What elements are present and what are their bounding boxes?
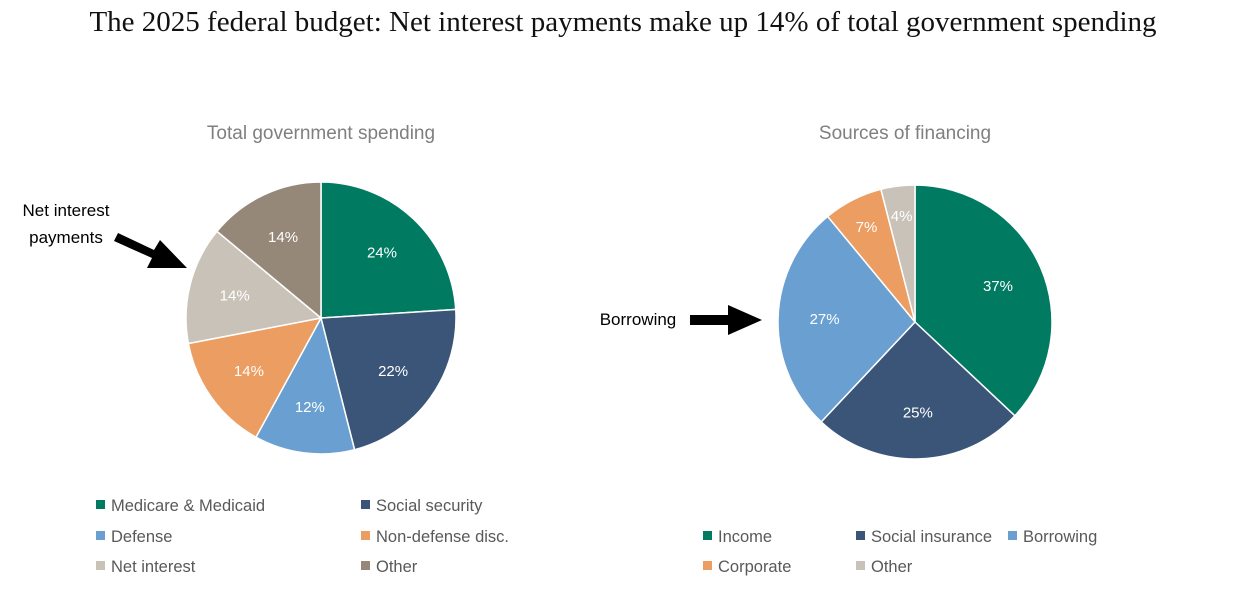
financing-slice-social-insurance	[820, 320, 1016, 460]
financing-label-borrowing: 27%	[810, 311, 840, 328]
financing-legend-swatch-borrowing	[1008, 531, 1017, 540]
spending-legend: Medicare & Medicaid Social security Defens…	[96, 497, 509, 576]
borrowing-annotation: Borrowing	[600, 310, 677, 329]
financing-legend: Income Social insurance Borrowing Corporate…	[703, 528, 1097, 576]
financing-label-corporate: 7%	[856, 219, 878, 236]
spending-label-medicare-and-medicaid: 24%	[367, 245, 397, 262]
financing-label-other: 4%	[891, 208, 913, 225]
financing-slice-other	[880, 184, 916, 323]
financing-legend-label-income: Income	[718, 528, 772, 546]
spending-label-non-defense-disc: 14%	[234, 363, 264, 380]
financing-slice-income	[914, 184, 1053, 417]
left-chart-title: Total government spending	[207, 123, 435, 144]
financing-legend-swatch-corporate	[703, 561, 712, 570]
spending-legend-swatch-net-interest	[96, 561, 105, 570]
spending-legend-swatch-other	[361, 561, 370, 570]
financing-legend-swatch-social-insurance	[856, 531, 865, 540]
spending-legend-swatch-social-security	[361, 500, 370, 509]
spending-legend-label-defense: Defense	[111, 528, 172, 546]
spending-slice-net-interest	[185, 230, 323, 345]
financing-legend-label-borrowing: Borrowing	[1023, 528, 1097, 546]
financing-legend-label-other: Other	[871, 558, 913, 576]
net-interest-annotation-line1: Net interest	[23, 201, 110, 220]
spending-legend-label-other: Other	[376, 558, 418, 576]
spending-legend-label-medicare-and-medicaid: Medicare & Medicaid	[111, 497, 265, 515]
net-interest-arrow-icon	[114, 233, 187, 268]
financing-label-income: 37%	[983, 278, 1013, 295]
spending-slice-social-security	[320, 308, 457, 451]
financing-label-social-insurance: 25%	[903, 404, 933, 421]
spending-slice-other	[215, 181, 322, 320]
spending-legend-label-non-defense-disc: Non-defense disc.	[376, 528, 509, 546]
spending-label-defense: 12%	[295, 399, 325, 416]
financing-legend-swatch-income	[703, 531, 712, 540]
borrowing-arrow-icon	[690, 305, 762, 335]
spending-slice-non-defense-disc	[187, 316, 323, 439]
financing-legend-swatch-other	[856, 561, 865, 570]
financing-legend-label-social-insurance: Social insurance	[871, 528, 992, 546]
right-chart-title: Sources of financing	[819, 123, 991, 144]
spending-legend-swatch-defense	[96, 531, 105, 540]
page-title: The 2025 federal budget: Net interest pa…	[89, 6, 1157, 38]
spending-slice-defense	[254, 315, 356, 455]
spending-label-social-security: 22%	[378, 363, 408, 380]
spending-legend-label-net-interest: Net interest	[111, 558, 196, 576]
spending-slice-medicare-and-medicaid	[320, 181, 457, 319]
spending-label-net-interest: 14%	[220, 288, 250, 305]
spending-legend-swatch-medicare-and-medicaid	[96, 500, 105, 509]
financing-slice-borrowing	[777, 215, 916, 423]
net-interest-annotation-line2: payments	[29, 228, 103, 247]
financing-legend-label-corporate: Corporate	[718, 558, 791, 576]
spending-label-other: 14%	[268, 229, 298, 246]
financing-pie: 37% 25% 27% 7% 4%	[777, 184, 1053, 460]
spending-legend-label-social-security: Social security	[376, 497, 483, 515]
spending-pie: 24% 22% 12% 14% 14% 14%	[185, 181, 457, 455]
spending-legend-swatch-non-defense-disc	[361, 531, 370, 540]
